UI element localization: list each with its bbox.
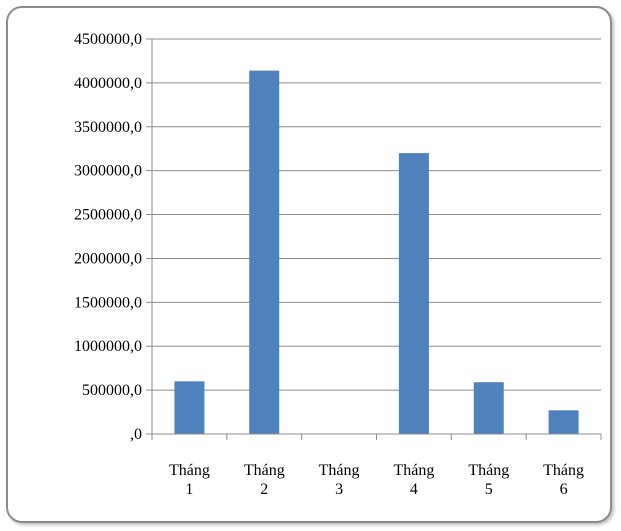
bar-1: [174, 381, 205, 434]
x-category-label: 4: [410, 481, 418, 498]
y-tick-label: 4500000,0: [74, 31, 142, 48]
y-tick-label: 1500000,0: [74, 294, 142, 311]
x-category-label: 2: [260, 481, 268, 498]
x-category-label: Tháng: [393, 462, 434, 479]
bar-6: [548, 410, 579, 434]
y-tick-label: 2500000,0: [74, 207, 142, 224]
x-category-label: 1: [185, 481, 193, 498]
x-category-label: Tháng: [244, 462, 285, 479]
gridlines: [152, 38, 601, 391]
y-tick-label: 3500000,0: [74, 119, 142, 136]
y-tick-label: 500000,0: [82, 382, 142, 399]
y-tick-label: 4000000,0: [74, 75, 142, 92]
chart-frame: [6, 6, 612, 523]
x-category-label: Tháng: [468, 462, 509, 479]
bar-5: [473, 382, 504, 434]
bars: [174, 70, 579, 434]
x-category-label: 5: [485, 481, 493, 498]
x-category-label: 6: [560, 481, 568, 498]
y-tick-label: 1000000,0: [74, 338, 142, 355]
x-category-labels: Tháng 1 Tháng 2 Tháng 3 Tháng 4 Tháng 5 Tháng 6: [169, 462, 584, 498]
y-tick-labels: ,0 500000,0 1000000,0 1500000,0 2000000,0 250…: [74, 31, 142, 443]
x-category-label: Tháng: [169, 462, 210, 479]
x-category-label: Tháng: [543, 462, 584, 479]
y-tick-label: ,0: [130, 426, 142, 443]
bar-4: [398, 153, 429, 434]
x-category-label: 3: [335, 481, 343, 498]
y-tick-label: 2000000,0: [74, 250, 142, 267]
axes: [146, 38, 602, 440]
x-category-label: Tháng: [319, 462, 360, 479]
y-tick-label: 3000000,0: [74, 163, 142, 180]
bar-2: [249, 70, 280, 434]
